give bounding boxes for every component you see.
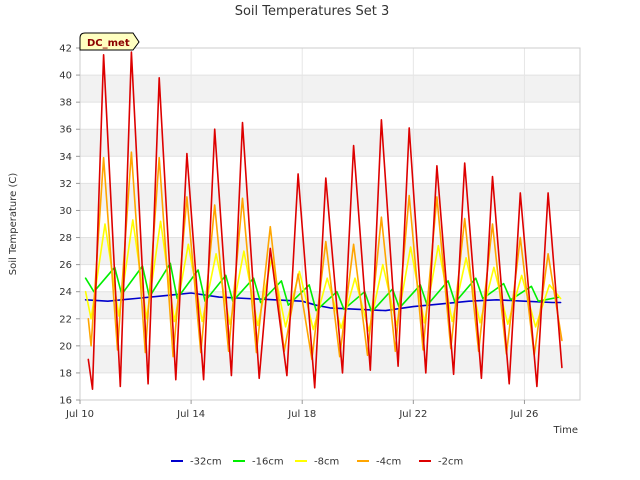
x-axis-ticks: Jul 10 Jul 14 Jul 18 Jul 22 Jul 26 — [65, 400, 538, 420]
y-tick-label: 34 — [59, 152, 72, 163]
plot-band — [80, 318, 580, 346]
legend-item: -8cm — [295, 457, 339, 468]
plot-band — [80, 75, 580, 103]
plot-frame — [79, 47, 581, 401]
y-tick-label: 26 — [59, 260, 72, 271]
badge-label: DC_met — [87, 38, 130, 49]
legend-item: -4cm — [357, 457, 401, 468]
badge-shape — [79, 32, 140, 51]
plot-band — [80, 102, 580, 130]
series-line-m32cm — [84, 292, 562, 312]
y-tick-label: 28 — [59, 233, 72, 244]
series-layer — [84, 51, 563, 391]
series-line-m16cm — [84, 262, 561, 313]
plot-band — [80, 345, 580, 373]
plot-band — [80, 129, 580, 157]
y-tick-label: 40 — [59, 71, 72, 82]
y-tick-label: 38 — [59, 98, 72, 109]
legend: -32cm -16cm -8cm -4cm -2cm — [171, 457, 463, 468]
y-tick-label: 24 — [59, 287, 72, 298]
y-tick-label: 18 — [59, 368, 72, 379]
y-tick-label: 16 — [59, 396, 72, 407]
chart-title: Soil Temperatures Set 3 — [235, 4, 390, 19]
x-tick-label: Jul 26 — [509, 409, 538, 420]
station-badge: DC_met — [79, 32, 140, 51]
y-axis-ticks: 16 18 20 22 24 26 28 30 32 34 36 38 40 42 — [59, 44, 80, 407]
legend-label: -2cm — [438, 457, 463, 468]
legend-label: -16cm — [252, 457, 284, 468]
x-tick-label: Jul 14 — [176, 409, 205, 420]
plot-band — [80, 48, 580, 76]
legend-item: -2cm — [419, 457, 463, 468]
y-tick-label: 20 — [59, 341, 72, 352]
y-tick-label: 30 — [59, 206, 72, 217]
y-tick-label: 42 — [59, 44, 72, 55]
plot-band — [80, 372, 580, 400]
legend-item: -32cm — [171, 457, 222, 468]
series-line-m2cm — [87, 51, 563, 391]
legend-item: -16cm — [233, 457, 284, 468]
y-tick-label: 32 — [59, 179, 72, 190]
legend-label: -8cm — [314, 457, 339, 468]
y-axis-title: Soil Temperature (C) — [8, 173, 19, 276]
x-tick-label: Jul 10 — [65, 409, 94, 420]
x-tick-label: Jul 22 — [398, 409, 427, 420]
x-axis-title: Time — [553, 425, 578, 436]
x-tick-label: Jul 18 — [287, 409, 316, 420]
y-tick-label: 36 — [59, 125, 72, 136]
legend-label: -32cm — [190, 457, 222, 468]
legend-label: -4cm — [376, 457, 401, 468]
y-tick-label: 22 — [59, 314, 72, 325]
